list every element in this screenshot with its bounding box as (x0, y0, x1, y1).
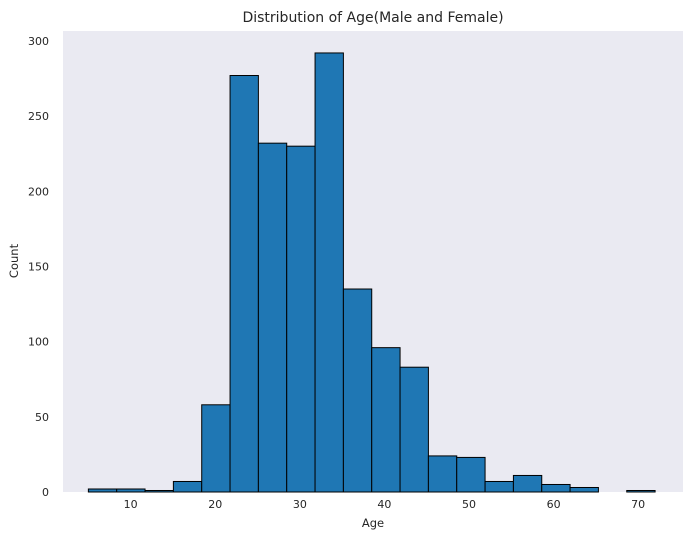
histogram-bar-19 (626, 489, 656, 493)
histogram-bar-13 (456, 456, 486, 493)
x-tick-label: 10 (124, 498, 138, 511)
y-tick-label: 0 (42, 486, 49, 499)
histogram-bar-5 (229, 75, 259, 493)
histogram-bar-4 (201, 404, 231, 493)
histogram-bar-9 (342, 288, 373, 493)
histogram-bar-1 (116, 488, 146, 493)
histogram-bar-0 (87, 488, 118, 493)
y-tick-label: 100 (28, 336, 49, 349)
chart-title: Distribution of Age(Male and Female) (242, 10, 503, 26)
y-tick-label: 150 (28, 260, 49, 273)
y-tick-label: 250 (28, 110, 49, 123)
y-tick-label: 50 (35, 411, 49, 424)
histogram-bar-8 (314, 52, 344, 493)
histogram-bar-3 (172, 480, 203, 493)
histogram-bar-11 (399, 366, 429, 493)
histogram-bar-10 (371, 347, 401, 493)
y-axis-label: Count (7, 243, 21, 278)
x-axis-label: Age (362, 516, 384, 530)
bars-group (87, 52, 656, 493)
x-tick-label: 70 (631, 498, 645, 511)
histogram-bar-15 (512, 474, 543, 493)
x-tick-label: 40 (377, 498, 391, 511)
x-tick-label: 50 (462, 498, 476, 511)
histogram-bar-7 (286, 145, 316, 493)
histogram-bar-6 (257, 142, 288, 493)
x-tick-labels: 10 20 30 40 50 60 70 (124, 498, 646, 511)
x-tick-label: 20 (208, 498, 222, 511)
histogram-bar-16 (541, 483, 571, 493)
histogram-bar-2 (144, 489, 174, 493)
y-tick-label: 200 (28, 185, 49, 198)
x-tick-label: 30 (293, 498, 307, 511)
histogram-bar-14 (484, 480, 514, 493)
histogram-bar-17 (569, 486, 599, 493)
y-tick-labels: 0 50 100 150 200 250 300 (28, 35, 49, 499)
y-tick-label: 300 (28, 35, 49, 48)
histogram-bar-12 (427, 455, 458, 493)
x-tick-label: 60 (547, 498, 561, 511)
